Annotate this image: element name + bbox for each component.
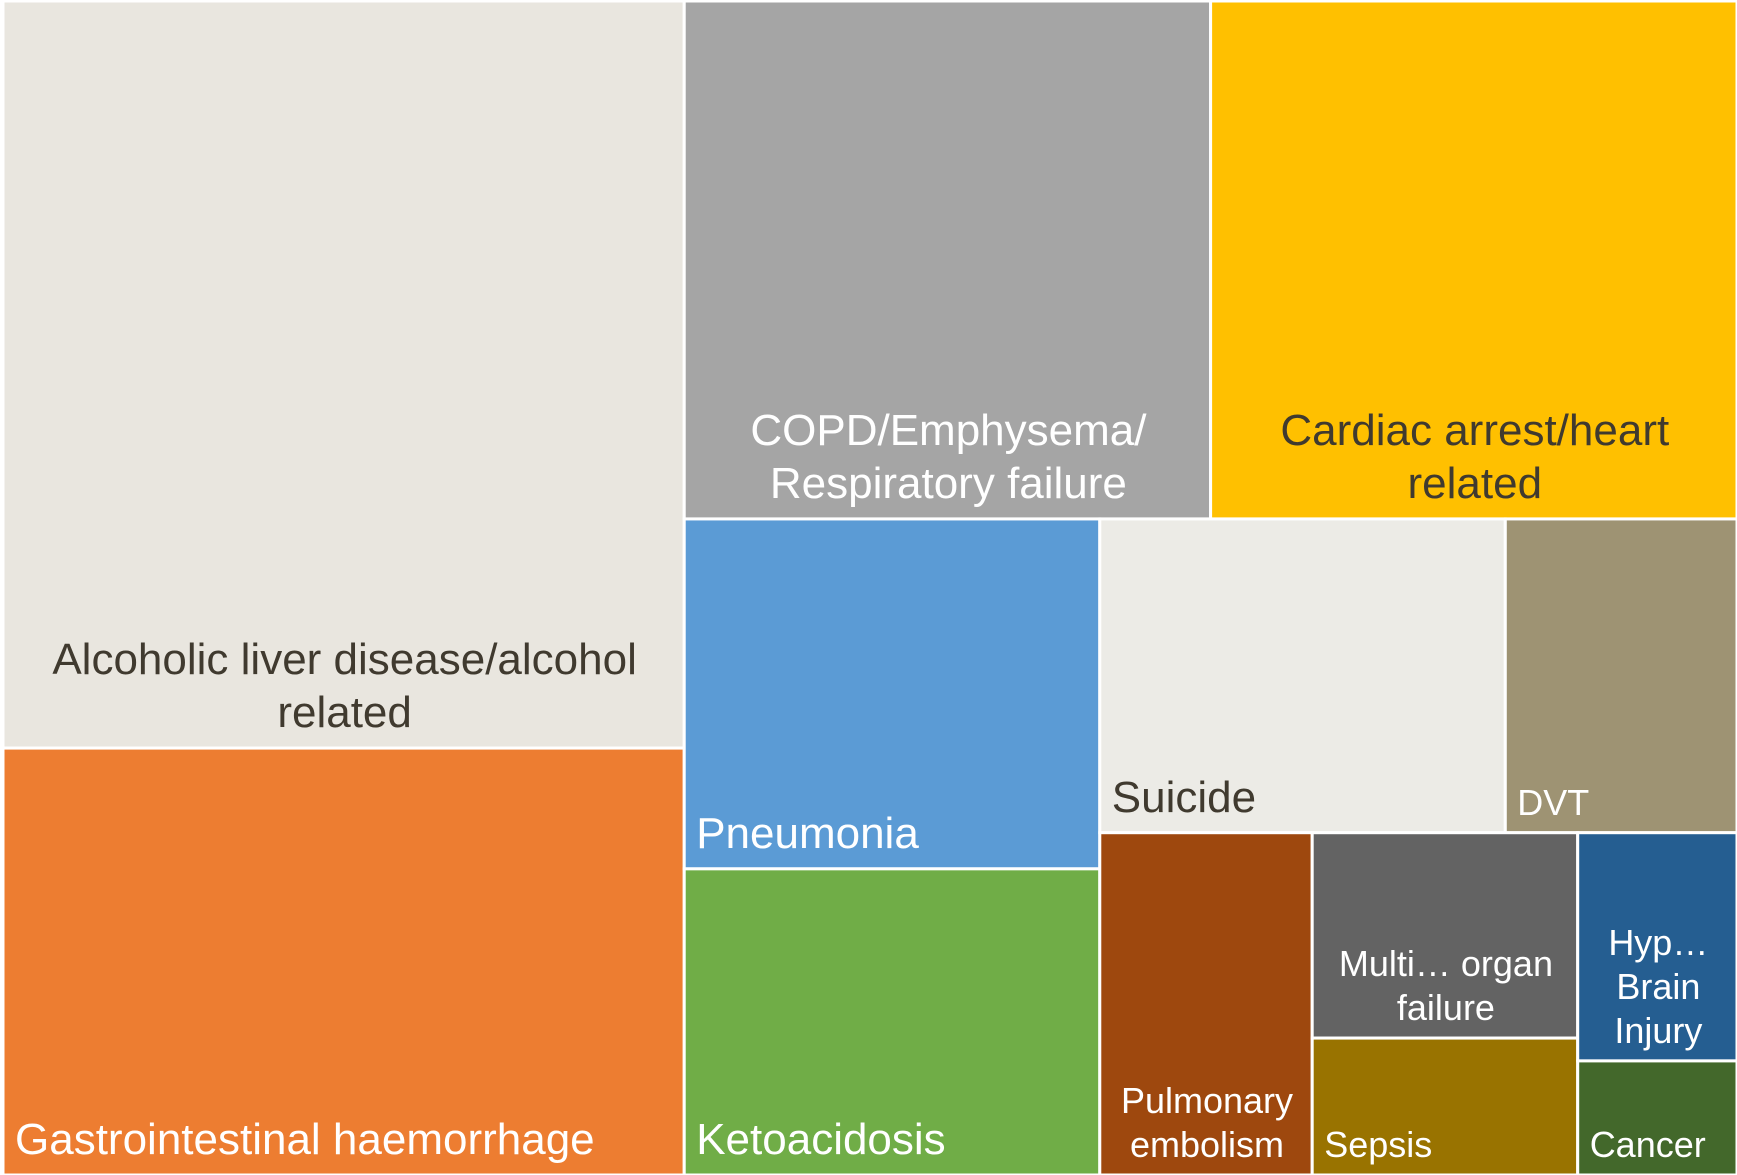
tile-label-box: Ketoacidosis [684, 869, 1100, 1175]
tile-label-box: Gastrointestinal haemorrhage [3, 748, 684, 1175]
tile-label-box: COPD/Emphysema/ Respiratory failure [684, 1, 1210, 519]
tile-label: Pneumonia [696, 809, 919, 859]
tile-label: COPD/Emphysema/ Respiratory failure [750, 405, 1147, 509]
tile-label-box: Multi… organ failure [1312, 833, 1578, 1038]
treemap-tile [1098, 831, 1314, 1175]
tile-label-box: Sepsis [1312, 1038, 1578, 1175]
tile-label-box: Gastrointestinal haemorrhage [3, 748, 684, 1175]
tile-label-box: Alcoholic liver disease/alcohol related [3, 1, 684, 748]
tile-label: Sepsis [1324, 1124, 1433, 1166]
tile-label-box: Cancer [1578, 1061, 1737, 1175]
tile-label-box: DVT [1505, 519, 1737, 833]
tile-label-box: Sepsis [1312, 1038, 1578, 1175]
treemap-tile [682, 867, 1102, 1175]
treemap-tile [1, 746, 686, 1175]
tile-label: Pulmonary embolism [1120, 1080, 1294, 1166]
treemap-tile [1576, 831, 1737, 1063]
tile-label-box: Hyp… Brain Injury [1578, 833, 1737, 1061]
tile-label-box: COPD/Emphysema/ Respiratory failure [684, 1, 1210, 519]
tile-label: Multi… organ failure [1338, 943, 1553, 1029]
tile-label: Alcoholic liver disease/alcohol related [52, 634, 637, 738]
tile-label-box: Suicide [1100, 519, 1505, 833]
tile-label-box: Ketoacidosis [684, 869, 1100, 1175]
treemap-tile [1576, 1059, 1737, 1175]
tile-label-box: Pneumonia [684, 519, 1100, 869]
tile-label-box: Multi… organ failure [1312, 833, 1578, 1038]
treemap-tile [682, 0, 1213, 521]
tile-label: Gastrointestinal haemorrhage [15, 1115, 595, 1165]
tile-label: Cardiac arrest/heart related [1280, 405, 1670, 509]
tile-label: Cancer [1589, 1124, 1706, 1166]
tile-label-box: Cancer [1578, 1061, 1737, 1175]
tile-label-box: Cardiac arrest/heart related [1211, 1, 1737, 519]
treemap-tile [682, 517, 1102, 871]
tile-label-box: DVT [1505, 519, 1737, 833]
tile-label-box: Pulmonary embolism [1100, 833, 1312, 1175]
tile-label-box: Cardiac arrest/heart related [1211, 1, 1737, 519]
treemap-tile [1310, 831, 1580, 1040]
tile-label-box: Pneumonia [684, 519, 1100, 869]
tile-label: Ketoacidosis [696, 1115, 946, 1165]
tile-label: Hyp… Brain Injury [1608, 922, 1709, 1051]
tile-label: Suicide [1111, 773, 1257, 823]
tile-label: DVT [1517, 781, 1590, 823]
treemap-tile [1209, 0, 1737, 521]
treemap-tile [1, 0, 686, 750]
treemap-tile [1503, 517, 1737, 835]
tile-label-box: Alcoholic liver disease/alcohol related [3, 1, 684, 748]
tile-label-box: Hyp… Brain Injury [1578, 833, 1737, 1061]
tile-label-box: Suicide [1100, 519, 1505, 833]
tile-label-box: Pulmonary embolism [1100, 833, 1312, 1175]
